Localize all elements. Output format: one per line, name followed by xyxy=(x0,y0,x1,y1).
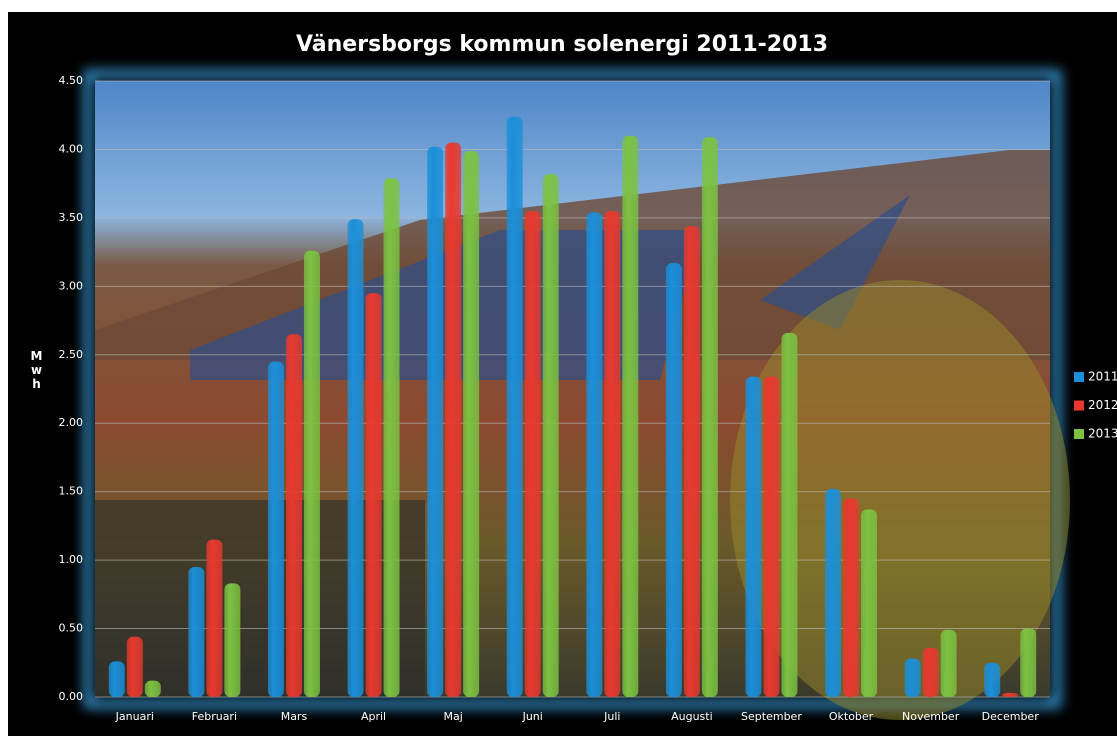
y-tick-label: 2.50 xyxy=(59,348,84,361)
x-tick-label: Juni xyxy=(522,710,543,723)
bar xyxy=(109,661,125,697)
x-tick-label: Oktober xyxy=(829,710,874,723)
bar xyxy=(745,377,761,697)
y-tick-label: 3.00 xyxy=(59,279,84,292)
bar xyxy=(666,263,682,697)
bar xyxy=(781,333,797,697)
bar xyxy=(923,648,939,697)
bar xyxy=(984,663,1000,697)
bar xyxy=(825,489,841,697)
x-tick-label: Februari xyxy=(192,710,237,723)
bar xyxy=(684,226,700,697)
x-tick-label: Augusti xyxy=(671,710,713,723)
y-tick-label: 0.00 xyxy=(59,690,84,703)
bar xyxy=(543,174,559,697)
bar xyxy=(905,659,921,697)
bar xyxy=(188,567,204,697)
bar xyxy=(145,681,161,697)
bar xyxy=(586,212,602,697)
bar xyxy=(206,540,222,697)
x-tick-label: Januari xyxy=(115,710,154,723)
chart-title: Vänersborgs kommun solenergi 2011-2013 xyxy=(296,32,828,57)
bar xyxy=(622,136,638,697)
bar xyxy=(941,630,957,697)
y-tick-label: 4.00 xyxy=(59,142,84,155)
y-tick-label: 4.50 xyxy=(59,74,84,87)
y-tick-label: 2.00 xyxy=(59,416,84,429)
bar xyxy=(224,583,240,697)
bar xyxy=(304,251,320,697)
legend-swatch xyxy=(1074,372,1084,382)
bar xyxy=(268,362,284,697)
bar xyxy=(348,219,364,697)
bar xyxy=(763,377,779,697)
x-tick-label: Maj xyxy=(443,710,462,723)
bar xyxy=(1020,629,1036,697)
x-tick-label: Mars xyxy=(281,710,308,723)
x-tick-label: September xyxy=(741,710,802,723)
y-axis-label: Mwh xyxy=(30,349,44,391)
y-tick-label: 3.50 xyxy=(59,211,84,224)
legend-swatch xyxy=(1074,401,1084,411)
x-tick-label: April xyxy=(361,710,386,723)
page: Vänersborgs kommun solenergi 2011-2013 M… xyxy=(0,0,1117,740)
bar xyxy=(427,147,443,697)
x-tick-label: December xyxy=(982,710,1040,723)
bar xyxy=(861,509,877,697)
bar xyxy=(366,293,382,697)
x-tick-label: November xyxy=(902,710,960,723)
bar xyxy=(525,211,541,697)
chart: Vänersborgs kommun solenergi 2011-2013 M… xyxy=(0,0,1117,736)
y-tick-label: 1.00 xyxy=(59,553,84,566)
bar xyxy=(1002,693,1018,697)
tree xyxy=(730,280,1070,720)
bar xyxy=(463,151,479,697)
y-tick-label: 0.50 xyxy=(59,622,84,635)
bar xyxy=(127,637,143,697)
y-tick-label: 1.50 xyxy=(59,485,84,498)
bar xyxy=(843,499,859,697)
bar xyxy=(702,137,718,697)
legend-label: 2011 xyxy=(1088,370,1117,384)
bar xyxy=(286,334,302,697)
legend-swatch xyxy=(1074,429,1084,439)
bar xyxy=(604,211,620,697)
x-tick-label: Juli xyxy=(603,710,620,723)
bar xyxy=(384,178,400,697)
bar xyxy=(445,143,461,697)
bar xyxy=(507,117,523,697)
legend-label: 2013 xyxy=(1088,427,1117,441)
legend-label: 2012 xyxy=(1088,398,1117,412)
